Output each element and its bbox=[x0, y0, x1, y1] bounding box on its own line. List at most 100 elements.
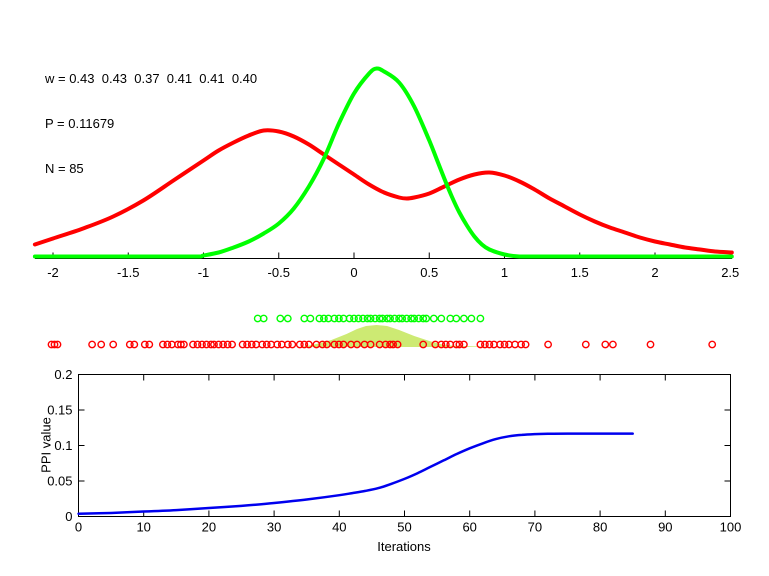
green-samples-marker bbox=[410, 314, 419, 323]
red-samples-marker bbox=[198, 340, 206, 349]
red-samples-marker bbox=[318, 340, 327, 349]
annotation-block: w = 0.43 0.43 0.37 0.41 0.41 0.40 P = 0.… bbox=[45, 41, 257, 206]
red-samples-marker bbox=[140, 340, 149, 349]
red-samples-marker bbox=[480, 340, 489, 349]
green-samples-marker bbox=[375, 314, 384, 323]
red-samples-marker bbox=[353, 340, 361, 349]
red-samples-marker bbox=[228, 340, 237, 349]
red-samples-marker bbox=[452, 340, 461, 349]
green-samples-marker bbox=[371, 314, 379, 323]
ppi-y-tick-label: 0.05 bbox=[47, 474, 72, 489]
red-samples-marker bbox=[223, 340, 232, 349]
green-samples-marker bbox=[414, 314, 423, 323]
ppi-plot-box bbox=[78, 374, 731, 517]
red-samples-marker bbox=[381, 340, 390, 349]
green-samples-marker bbox=[276, 314, 285, 323]
red-samples-marker bbox=[207, 340, 215, 349]
red-samples-marker bbox=[581, 340, 590, 349]
red-samples-marker bbox=[500, 340, 509, 349]
ppi-x-tick-label: 60 bbox=[462, 520, 476, 535]
ppi-y-tick-label: 0 bbox=[65, 509, 72, 524]
green-samples-marker bbox=[419, 314, 428, 323]
green-samples-marker bbox=[407, 314, 416, 323]
green-samples-marker bbox=[283, 314, 292, 323]
ppi-x-tick-label: 20 bbox=[202, 520, 216, 535]
red-samples-marker bbox=[202, 340, 211, 349]
red-samples-marker bbox=[189, 340, 197, 349]
density-x-tick-label: -1.5 bbox=[117, 265, 139, 280]
density-x-tick-label: 0 bbox=[350, 265, 357, 280]
green-samples-marker bbox=[402, 314, 411, 323]
green-samples-marker bbox=[383, 314, 391, 323]
red-samples-marker bbox=[176, 340, 185, 349]
red-samples-marker bbox=[300, 340, 309, 349]
red-samples-marker bbox=[125, 340, 134, 349]
red-samples-marker bbox=[366, 340, 375, 349]
red-samples-marker bbox=[295, 340, 304, 349]
red-samples-marker bbox=[262, 340, 271, 349]
red-samples-marker bbox=[304, 340, 313, 349]
ppi-x-tick-label: 90 bbox=[658, 520, 672, 535]
red-samples-marker bbox=[53, 340, 62, 349]
red-samples-marker bbox=[517, 340, 525, 349]
green-samples-marker bbox=[330, 314, 339, 323]
density-x-tick-label: -0.5 bbox=[268, 265, 290, 280]
red-samples-marker bbox=[708, 340, 717, 349]
red-samples-marker bbox=[238, 340, 247, 349]
red-samples-marker bbox=[476, 340, 485, 349]
red-samples-marker bbox=[210, 340, 218, 349]
red-samples-marker bbox=[288, 340, 297, 349]
red-samples-marker bbox=[283, 340, 292, 349]
green-samples-marker bbox=[334, 314, 343, 323]
density-x-tick-label: 1.5 bbox=[571, 265, 589, 280]
green-samples-marker bbox=[319, 314, 328, 323]
red-samples-marker bbox=[455, 340, 464, 349]
red-samples-marker bbox=[145, 340, 154, 349]
red-samples-marker bbox=[485, 340, 494, 349]
density-x-tick-label: 2 bbox=[651, 265, 658, 280]
red-samples-marker bbox=[97, 340, 106, 349]
red-samples-marker bbox=[130, 340, 139, 349]
ppi-x-tick-label: 70 bbox=[528, 520, 542, 535]
annotation-n-value: N = 85 bbox=[45, 161, 84, 176]
green-samples-marker bbox=[422, 314, 431, 323]
green-samples-marker bbox=[386, 314, 394, 323]
red-samples-marker bbox=[243, 340, 252, 349]
green-samples-marker bbox=[437, 314, 446, 323]
red-samples-marker bbox=[601, 340, 610, 349]
green-samples-marker bbox=[359, 314, 367, 323]
red-samples-marker bbox=[330, 340, 339, 349]
red-samples-marker bbox=[88, 340, 97, 349]
overlap-density bbox=[301, 325, 490, 347]
red-samples-marker bbox=[219, 340, 228, 349]
density-x-tick-label: 0.5 bbox=[420, 265, 438, 280]
red-samples-marker bbox=[441, 340, 450, 349]
iterations-axis-label: Iterations bbox=[377, 539, 431, 554]
red-samples-marker bbox=[339, 340, 348, 349]
green-samples-marker bbox=[366, 314, 375, 323]
annotation-weights: w = 0.43 0.43 0.37 0.41 0.41 0.40 bbox=[45, 71, 258, 86]
density-x-tick-label: -1 bbox=[198, 265, 210, 280]
red-samples-marker bbox=[389, 340, 397, 349]
ppi-x-tick-label: 50 bbox=[397, 520, 411, 535]
red-samples-marker bbox=[459, 340, 468, 349]
green-samples-marker bbox=[354, 314, 363, 323]
green-samples-marker bbox=[467, 314, 476, 323]
density-x-tick-label: 2.5 bbox=[721, 265, 739, 280]
green-samples-marker bbox=[306, 314, 315, 323]
ppi-x-tick-label: 0 bbox=[75, 520, 82, 535]
ppi-y-tick-label: 0.2 bbox=[54, 367, 72, 382]
ppi-x-tick-label: 80 bbox=[593, 520, 607, 535]
red-samples-marker bbox=[334, 340, 343, 349]
red-samples-marker bbox=[258, 340, 267, 349]
green-samples-marker bbox=[378, 314, 387, 323]
red-samples-marker bbox=[646, 340, 655, 349]
red-samples-marker bbox=[273, 340, 282, 349]
green-samples-marker bbox=[259, 314, 268, 323]
red-samples-marker bbox=[393, 340, 402, 349]
red-samples-marker bbox=[544, 340, 552, 349]
red-samples-marker bbox=[163, 340, 172, 349]
red-samples-marker bbox=[437, 340, 446, 349]
